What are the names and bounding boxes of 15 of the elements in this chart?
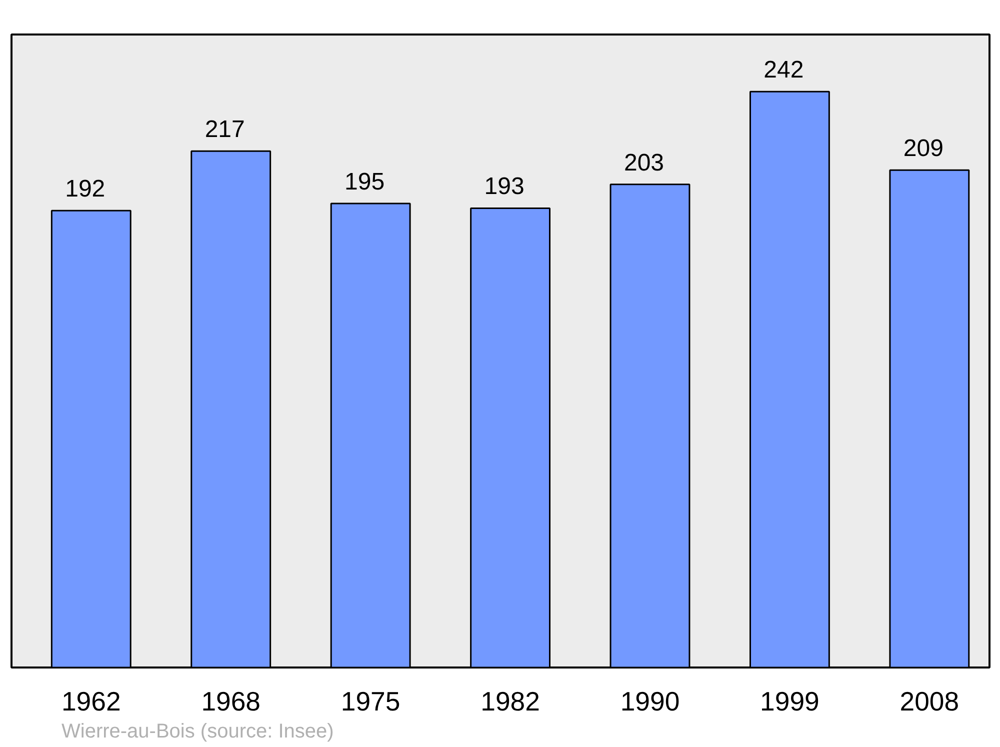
data-label: 203	[624, 149, 664, 176]
data-label: 193	[484, 173, 524, 200]
x-tick-label: 1975	[340, 686, 400, 716]
data-label: 209	[903, 135, 944, 162]
text: Wierre-au-Bois (source: Insee)	[62, 720, 334, 742]
x-tick-label: 1999	[760, 686, 820, 716]
data-label: 195	[344, 168, 385, 196]
x-tick-label: 1962	[61, 686, 121, 716]
data-label: 242	[764, 56, 804, 84]
data-label: 192	[65, 176, 106, 203]
x-tick-label: 1968	[201, 686, 261, 716]
x-tick-label: 1990	[620, 686, 680, 716]
x-tick-label: 2008	[900, 686, 960, 716]
x-tick-label: 1982	[480, 686, 540, 716]
data-label: 217	[204, 116, 245, 144]
